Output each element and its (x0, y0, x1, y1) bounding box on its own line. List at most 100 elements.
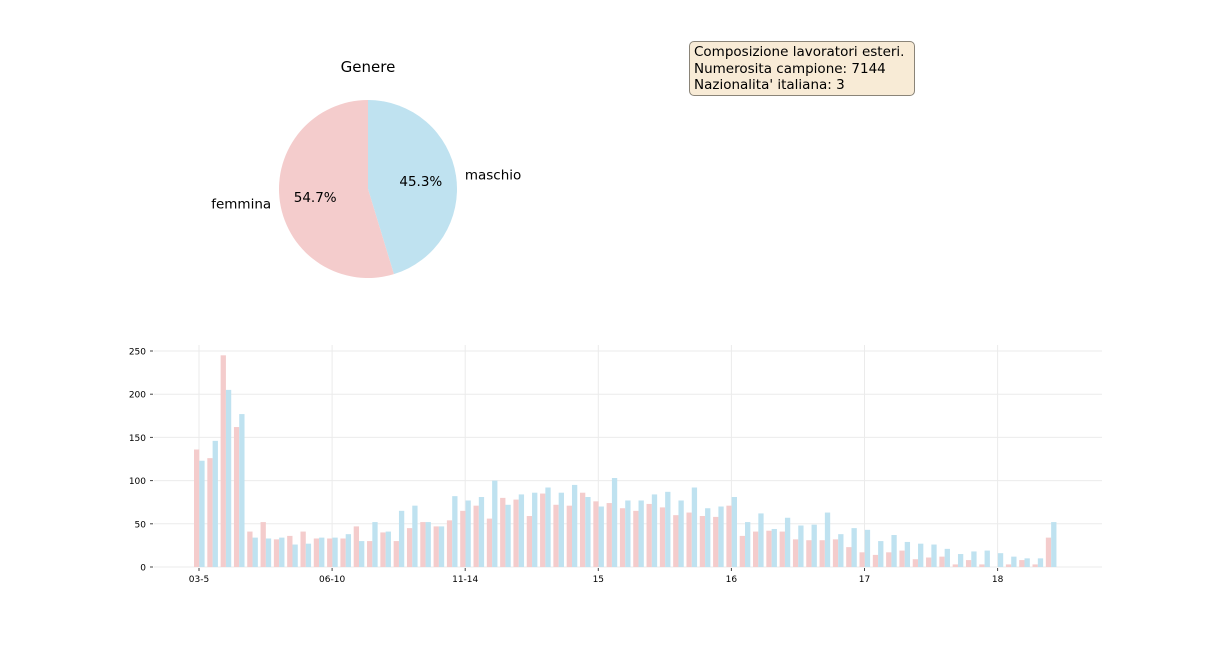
bar-series1-29 (579, 492, 586, 567)
bar-series2-64 (1051, 522, 1057, 567)
info-sample-size: Numerosita campione: 7144 (694, 60, 886, 77)
y-tick-label: 50 (135, 520, 147, 530)
bar-series2-24 (518, 494, 525, 567)
bar-series1-4 (247, 531, 253, 567)
bar-series1-35 (659, 507, 666, 567)
bar-series2-45 (798, 525, 804, 567)
bar-series2-30 (598, 506, 604, 567)
bar-series1-31 (606, 503, 612, 567)
bar-series1-61 (1005, 564, 1012, 567)
bar-series2-8 (305, 543, 312, 567)
bar-series1-13 (367, 541, 373, 567)
bar-series1-51 (872, 554, 879, 567)
bar-series2-0 (199, 460, 205, 567)
bar-series1-49 (846, 547, 852, 567)
bar-series1-56 (939, 556, 945, 567)
bar-series1-21 (473, 505, 479, 567)
bar-series1-62 (1019, 560, 1025, 567)
bar-series1-27 (553, 504, 559, 567)
bar-series2-26 (545, 487, 551, 567)
x-tick-label: 03-5 (189, 575, 209, 585)
bar-series1-14 (380, 532, 386, 567)
bar-series1-38 (699, 516, 706, 567)
x-tick-label: 15 (593, 575, 604, 585)
bar-series2-5 (265, 538, 272, 567)
bar-series1-19 (446, 520, 453, 567)
bar-series2-4 (252, 537, 258, 567)
bar-series2-37 (691, 487, 698, 567)
bar-series2-6 (279, 537, 285, 567)
bar-series2-34 (651, 494, 658, 567)
bar-series2-44 (784, 517, 791, 567)
bar-series1-32 (619, 508, 626, 567)
bar-series1-64 (1045, 537, 1052, 567)
bar-series2-12 (359, 541, 365, 567)
bar-series2-14 (385, 531, 391, 567)
bar-series2-3 (239, 414, 245, 567)
bar-series1-37 (686, 512, 692, 567)
bar-series2-15 (398, 510, 405, 567)
bar-series1-30 (593, 501, 599, 567)
bar-series1-26 (540, 493, 546, 567)
bar-series1-3 (233, 427, 240, 567)
bar-series2-56 (944, 548, 950, 567)
bar-chart: 0 50 100 150 200 250 03-5 06-10 11-14 15 16 17 18 (129, 345, 1102, 585)
bar-series2-18 (438, 526, 445, 567)
bar-series1-20 (460, 510, 466, 567)
bar-series1-43 (766, 530, 772, 567)
bar-series2-46 (811, 524, 817, 567)
bar-series1-9 (313, 538, 320, 567)
bar-series2-29 (585, 497, 591, 567)
bar-series1-59 (979, 564, 985, 567)
bar-series1-47 (819, 540, 825, 567)
bar-series2-41 (745, 522, 751, 567)
info-box: Composizione lavoratori esteri. Numerosi… (689, 41, 915, 96)
bar-series1-22 (486, 518, 493, 567)
bar-series1-41 (739, 535, 746, 567)
bar-series2-49 (851, 528, 857, 567)
y-tick-label: 200 (129, 391, 146, 401)
bar-series2-40 (731, 497, 737, 567)
bar-series1-10 (327, 538, 333, 567)
bar-series2-47 (824, 512, 831, 567)
y-tick-label: 100 (129, 477, 146, 487)
bar-series1-63 (1032, 564, 1038, 567)
bar-series1-0 (194, 449, 200, 567)
bar-series1-17 (420, 522, 426, 567)
bar-series1-1 (207, 458, 213, 567)
info-title: Composizione lavoratori esteri. (694, 44, 905, 60)
bar-series2-22 (492, 480, 498, 567)
bar-series2-21 (478, 497, 485, 567)
x-tick-label: 16 (726, 575, 738, 585)
bar-series2-42 (758, 513, 764, 567)
bar-series2-43 (771, 528, 777, 567)
bar-series2-1 (212, 440, 218, 567)
bar-series1-7 (287, 535, 293, 567)
bar-series2-17 (425, 522, 431, 567)
bar-series2-19 (452, 496, 458, 567)
bar-series2-35 (665, 491, 671, 567)
bar-series1-42 (753, 531, 759, 567)
y-tick-label: 0 (140, 564, 146, 574)
bar-series2-9 (319, 537, 325, 567)
bar-series2-32 (625, 500, 631, 567)
bar-series2-55 (931, 544, 937, 567)
pie-chart: Genere 45.3% maschio 54.7% femmina (211, 58, 521, 278)
bar-series1-36 (673, 515, 679, 567)
bar-series1-53 (899, 550, 905, 567)
y-tick-label: 150 (129, 434, 146, 444)
bar-series2-11 (345, 534, 352, 567)
bar-series2-23 (505, 504, 511, 567)
bar-series1-23 (500, 497, 506, 567)
bar-series1-46 (806, 540, 812, 567)
bar-series2-57 (957, 554, 964, 567)
bar-series2-60 (997, 553, 1004, 567)
bar-series1-58 (965, 560, 972, 567)
bar-series1-15 (393, 541, 399, 567)
bar-series2-53 (904, 541, 911, 567)
bar-series2-63 (1037, 558, 1044, 567)
x-tick-label: 11-14 (452, 575, 478, 585)
bar-series2-7 (292, 544, 298, 567)
bar-series1-44 (779, 531, 785, 567)
